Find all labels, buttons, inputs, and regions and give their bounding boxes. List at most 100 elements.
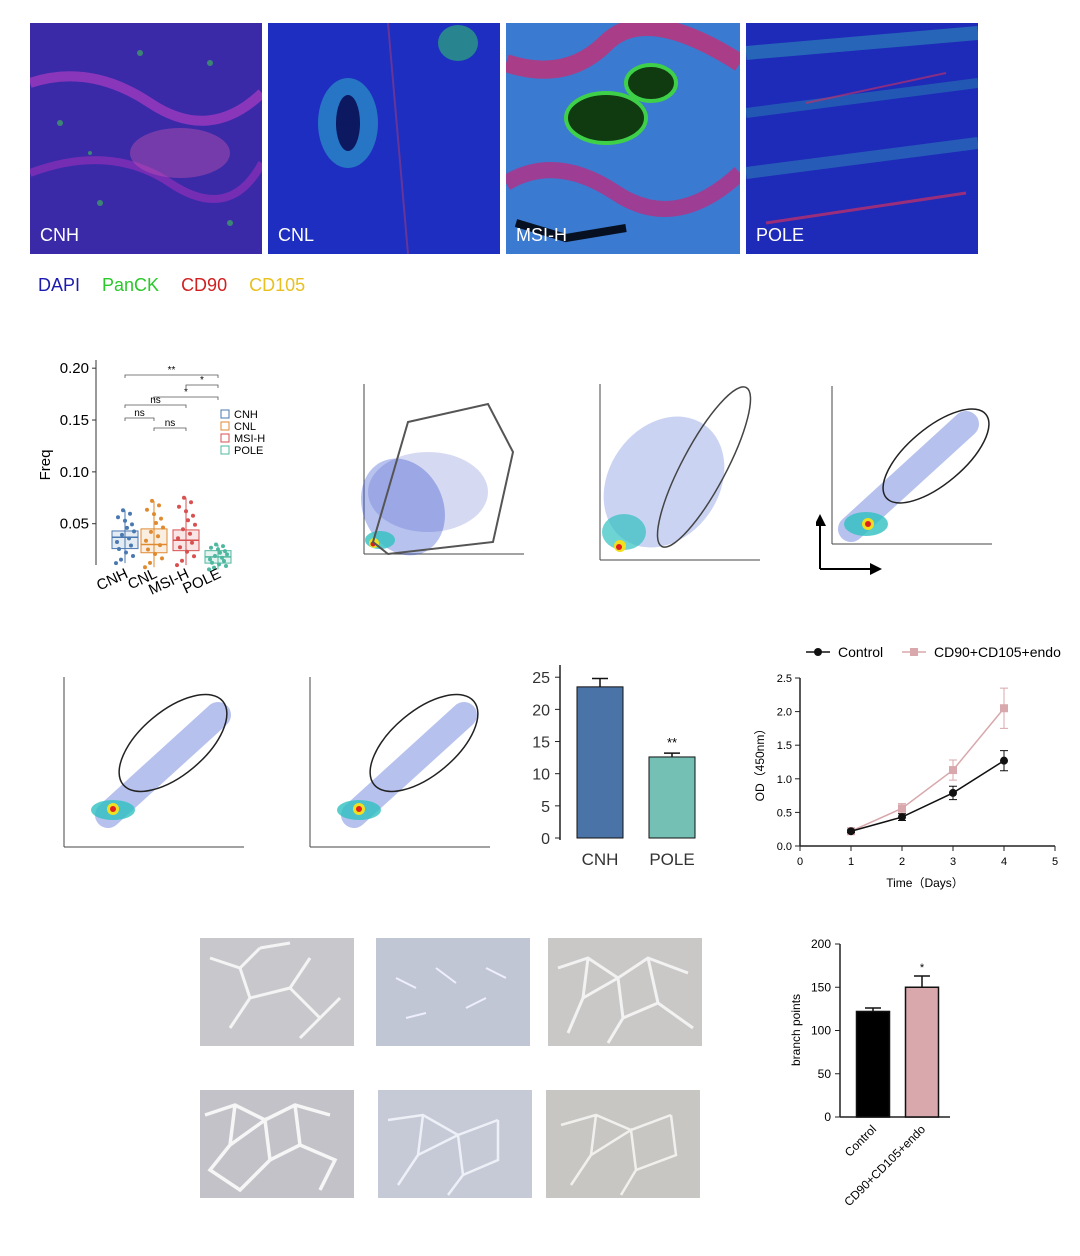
x-tick-label: POLE bbox=[649, 850, 694, 869]
x-axis-label: Time（Days） bbox=[886, 876, 964, 890]
significance-bracket bbox=[124, 374, 219, 378]
y-tick-label: 2.0 bbox=[777, 707, 792, 719]
significance-label: ns bbox=[150, 395, 161, 406]
bars: * bbox=[855, 962, 940, 1118]
data-point bbox=[224, 564, 228, 569]
y-ticks: 0 50 100 150 200 bbox=[811, 937, 840, 1124]
data-point bbox=[216, 547, 220, 552]
data-point bbox=[176, 536, 180, 541]
data-point bbox=[127, 536, 131, 541]
series-line bbox=[850, 760, 1005, 832]
data-point bbox=[130, 522, 134, 527]
data-point bbox=[145, 507, 149, 512]
data-point bbox=[207, 567, 211, 572]
data-point bbox=[154, 521, 158, 526]
data-point bbox=[214, 542, 218, 547]
x-ticks: 0 1 2 3 4 5 bbox=[797, 846, 1058, 868]
data-point bbox=[129, 543, 133, 548]
mif-image bbox=[506, 23, 740, 254]
data-point bbox=[847, 827, 855, 836]
data-point bbox=[150, 498, 154, 503]
mif-label: MSI-H bbox=[516, 225, 567, 245]
mif-image bbox=[746, 23, 978, 254]
y-tick-label: 10 bbox=[532, 767, 550, 784]
data-point bbox=[123, 518, 127, 523]
series-line bbox=[850, 707, 1005, 832]
error-bar bbox=[664, 752, 680, 757]
data-point bbox=[160, 556, 164, 561]
significance-label: * bbox=[200, 375, 204, 386]
significance-label: ** bbox=[168, 365, 176, 376]
mif-panel-msi-h: MSI-H bbox=[506, 23, 740, 254]
bar bbox=[648, 756, 696, 839]
flow-plot-1 bbox=[361, 384, 524, 556]
data-point bbox=[218, 550, 222, 555]
legend-label: MSI-H bbox=[234, 433, 265, 445]
stain-panck: PanCK bbox=[102, 275, 160, 295]
x-ticks: CNH POLE bbox=[582, 850, 695, 869]
data-point bbox=[144, 538, 148, 543]
stain-cd90: CD90 bbox=[181, 275, 228, 295]
data-point bbox=[189, 500, 193, 505]
data-point bbox=[898, 813, 906, 822]
legend-swatch bbox=[220, 421, 230, 431]
line-legend: Control CD90+CD105+endo bbox=[806, 644, 1061, 660]
mif-label: CNL bbox=[278, 225, 315, 245]
data-point bbox=[180, 558, 184, 563]
data-point bbox=[212, 565, 216, 570]
legend-label: Control bbox=[838, 644, 883, 660]
bar bbox=[576, 686, 624, 839]
data-point bbox=[949, 788, 957, 797]
bars: ** bbox=[576, 677, 696, 839]
mif-panel-cnh: CNH bbox=[30, 23, 262, 254]
data-point bbox=[131, 554, 135, 559]
data-point bbox=[190, 540, 194, 545]
y-ticks: 0 5 10 15 20 25 bbox=[532, 670, 560, 848]
significance-bracket bbox=[185, 384, 219, 388]
significance-bracket bbox=[153, 396, 219, 400]
data-point bbox=[159, 516, 163, 521]
x-tick-label: Control bbox=[842, 1122, 879, 1159]
mif-label: POLE bbox=[756, 225, 805, 245]
y-tick-label: 0.10 bbox=[60, 464, 89, 481]
stain-legend: DAPI PanCK CD90 CD105 bbox=[38, 275, 305, 296]
y-tick-label: 0 bbox=[824, 1110, 831, 1124]
x-tick-label: 4 bbox=[1001, 856, 1007, 868]
data-point bbox=[178, 545, 182, 550]
y-tick-label: 25 bbox=[532, 670, 550, 687]
data-point bbox=[116, 515, 120, 520]
significance-label: * bbox=[184, 387, 188, 398]
significance-label: ** bbox=[667, 735, 677, 750]
data-point bbox=[1000, 756, 1008, 765]
y-tick-label: 5 bbox=[541, 799, 550, 816]
significance-label: ns bbox=[134, 408, 145, 419]
data-point bbox=[177, 504, 181, 509]
legend-label: CNH bbox=[234, 409, 258, 421]
data-point bbox=[156, 534, 160, 539]
data-point bbox=[157, 503, 161, 508]
data-point bbox=[175, 563, 179, 568]
data-point bbox=[182, 495, 186, 500]
data-point bbox=[114, 561, 118, 566]
y-tick-label: 200 bbox=[811, 937, 831, 951]
data-point bbox=[161, 525, 165, 530]
flow-plot-2 bbox=[599, 384, 760, 561]
series bbox=[847, 687, 1008, 836]
data-point bbox=[146, 547, 150, 552]
significance-bracket bbox=[124, 417, 155, 421]
legend-marker bbox=[814, 648, 822, 656]
data-point bbox=[898, 804, 906, 813]
cnh-pole-barchart: 0 5 10 15 20 25 ** CNH POLE bbox=[532, 665, 696, 869]
significance-bracket bbox=[124, 404, 187, 408]
legend-swatch bbox=[220, 409, 230, 419]
x-tick-label: 2 bbox=[899, 856, 905, 868]
data-point bbox=[152, 512, 156, 517]
y-ticks: 0.0 0.5 1.0 1.5 2.0 2.5 bbox=[777, 673, 800, 853]
mif-panel-cnl: CNL bbox=[268, 23, 500, 254]
data-point bbox=[220, 555, 224, 560]
y-tick-label: 2.5 bbox=[777, 673, 792, 685]
x-tick-label: CD90+CD105+endo bbox=[841, 1122, 928, 1209]
